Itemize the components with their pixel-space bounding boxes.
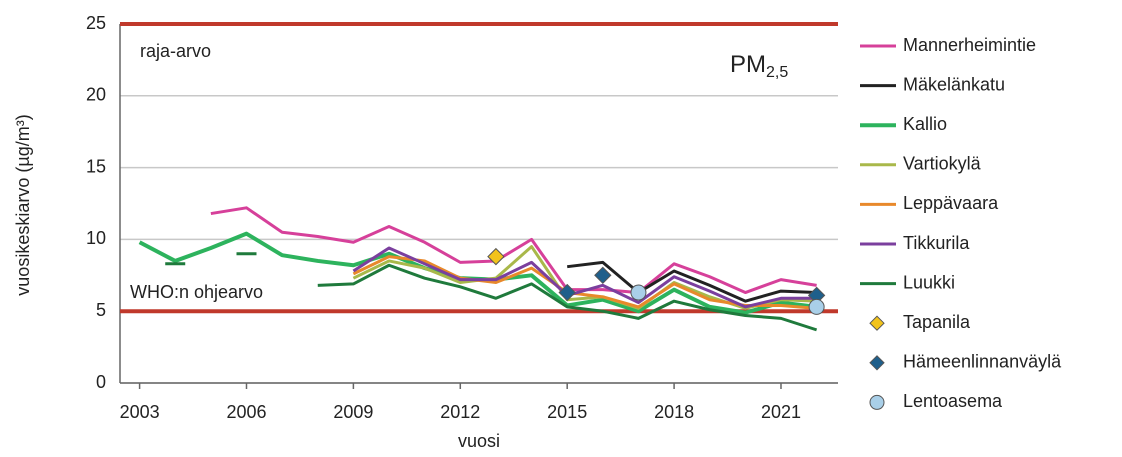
legend-label: Mäkelänkatu <box>903 74 1005 94</box>
x-tick-label: 2015 <box>547 402 587 422</box>
marker <box>487 247 505 266</box>
legend-label: Kallio <box>903 114 947 134</box>
y-tick-label: 5 <box>96 300 106 320</box>
x-tick-label: 2018 <box>654 402 694 422</box>
y-tick-label: 10 <box>86 228 106 248</box>
legend-label: Tikkurila <box>903 233 970 253</box>
reference-label: WHO:n ohjearvo <box>130 282 263 302</box>
legend-label: Leppävaara <box>903 193 999 213</box>
legend-label: Lentoasema <box>903 391 1003 411</box>
series-line <box>352 246 817 309</box>
y-axis-label: vuosikeskiarvo (µg/m³) <box>13 114 33 295</box>
x-tick-label: 2006 <box>226 402 266 422</box>
marker <box>808 298 825 315</box>
legend-swatch <box>869 315 885 331</box>
y-tick-label: 25 <box>86 13 106 33</box>
x-tick-label: 2012 <box>440 402 480 422</box>
legend-swatch <box>869 355 885 371</box>
legend-label: Mannerheimintie <box>903 35 1036 55</box>
y-tick-label: 0 <box>96 372 106 392</box>
x-tick-label: 2009 <box>333 402 373 422</box>
series-line <box>165 252 818 332</box>
legend-label: Vartiokylä <box>903 154 982 174</box>
x-tick-label: 2021 <box>761 402 801 422</box>
series-line <box>567 260 817 303</box>
legend-swatch <box>869 394 885 410</box>
annotation: PM2,5 <box>730 51 788 81</box>
series-line <box>352 245 817 310</box>
marker <box>630 284 647 301</box>
legend-label: Tapanila <box>903 312 971 332</box>
annotation-text: PM <box>730 51 766 78</box>
legend-label: Luukki <box>903 272 955 292</box>
y-tick-label: 20 <box>86 85 106 105</box>
x-tick-label: 2003 <box>120 402 160 422</box>
y-tick-label: 15 <box>86 156 106 176</box>
legend-label: Hämeenlinnanväylä <box>903 352 1062 372</box>
marker <box>594 266 612 285</box>
marker <box>558 283 576 302</box>
annotation-subscript: 2,5 <box>766 64 788 81</box>
reference-label: raja-arvo <box>140 41 211 61</box>
x-axis-label: vuosi <box>458 431 500 451</box>
series-line <box>210 206 817 295</box>
